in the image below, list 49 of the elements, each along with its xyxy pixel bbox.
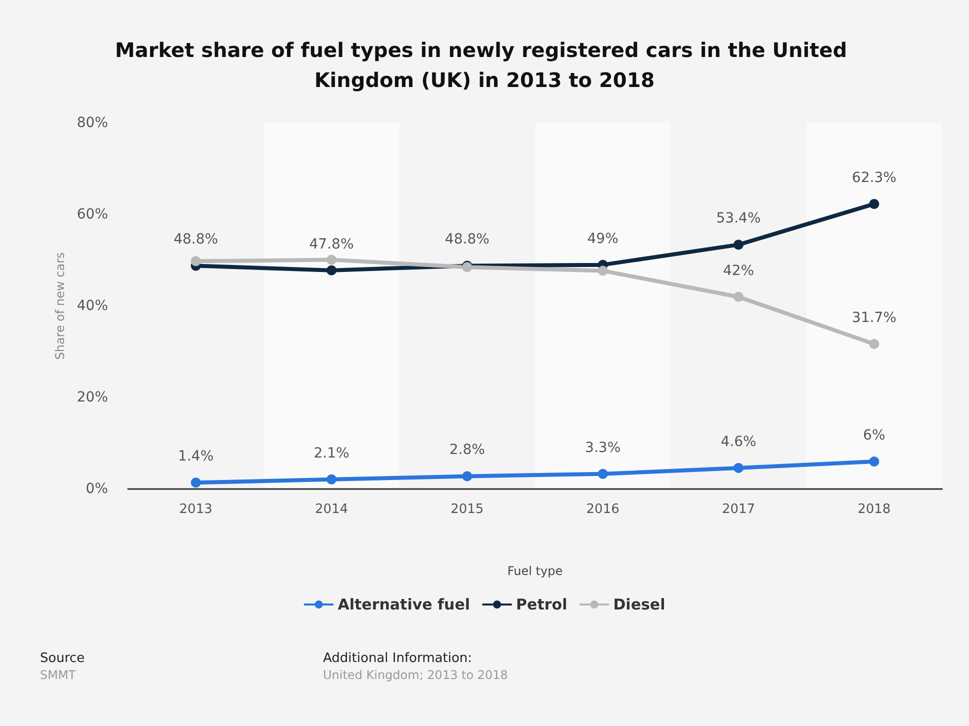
legend-label: Petrol: [516, 596, 568, 614]
data-label: 2.8%: [449, 442, 485, 458]
point: [598, 266, 608, 276]
x-tick-label: 2016: [586, 502, 620, 517]
chart-title: Market share of fuel types in newly registered cars in the United Kingdom (UK) in 2013 to 2018: [115, 38, 854, 92]
point: [734, 240, 744, 250]
data-label: 62.3%: [852, 170, 896, 186]
x-axis-title: Fuel type: [507, 564, 563, 578]
data-label: 47.8%: [309, 236, 354, 252]
data-label: 31.7%: [852, 310, 896, 326]
x-tick-label: 2015: [450, 502, 484, 517]
point: [326, 265, 336, 276]
legend-label: Diesel: [613, 596, 666, 614]
point: [190, 256, 201, 266]
data-label: 48.8%: [444, 232, 490, 248]
data-label: 3.3%: [585, 440, 621, 456]
legend-label: Alternative fuel: [338, 596, 470, 614]
x-tick-label: 2014: [314, 502, 348, 517]
point: [869, 456, 880, 467]
x-tick-label: 2013: [179, 502, 212, 517]
point: [869, 338, 880, 349]
text: SMMT: [40, 668, 76, 682]
point: [598, 468, 608, 479]
point: [462, 471, 472, 482]
point: [326, 474, 336, 484]
data-label: 49%: [587, 230, 618, 247]
point: [869, 198, 880, 209]
data-label: 2.1%: [314, 445, 350, 462]
point: [734, 292, 744, 302]
y-tick-label: 60%: [76, 206, 108, 222]
data-label: 6%: [863, 428, 886, 444]
text: United Kingdom; 2013 to 2018: [323, 668, 508, 682]
data-label: 53.4%: [716, 210, 761, 227]
y-tick-label: 40%: [76, 298, 108, 314]
x-tick-label: 2018: [858, 502, 891, 517]
data-label: 48.8%: [174, 232, 218, 248]
point: [190, 478, 201, 488]
data-label: 4.6%: [720, 434, 756, 450]
y-axis-title: Share of new cars: [52, 252, 67, 360]
y-tick-label: 80%: [76, 115, 108, 131]
y-tick-label: 0%: [86, 481, 108, 497]
data-label: 1.4%: [178, 448, 214, 465]
x-tick-label: 2017: [722, 502, 756, 517]
text: Additional Information:: [323, 651, 472, 666]
point: [734, 462, 744, 473]
y-tick-label: 20%: [76, 390, 108, 406]
data-label: 42%: [722, 262, 754, 279]
text: Source: [40, 651, 85, 666]
point: [326, 254, 336, 265]
